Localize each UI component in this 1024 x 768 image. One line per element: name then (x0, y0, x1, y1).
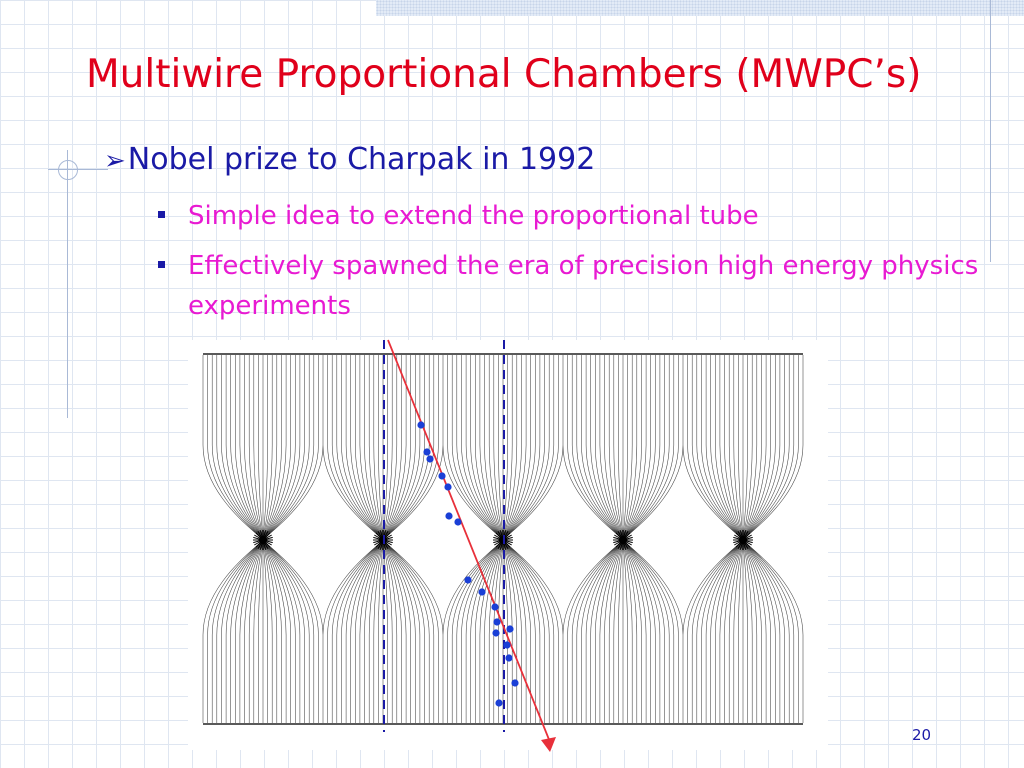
page-number: 20 (912, 726, 932, 744)
hit-dot (444, 483, 452, 491)
hit-dot (445, 512, 453, 520)
anode-wires (253, 530, 753, 550)
main-bullet-text: Nobel prize to Charpak in 1992 (127, 142, 596, 177)
right-decorative-line (990, 0, 991, 262)
particle-track (387, 339, 551, 743)
hit-dot (506, 625, 514, 633)
hit-dot (503, 641, 511, 649)
slide-title: Multiwire Proportional Chambers (MWPC’s) (86, 52, 922, 97)
hit-dot (478, 588, 486, 596)
sub-bullet-1: Simple idea to extend the proportional t… (158, 196, 958, 236)
hit-dot (464, 576, 472, 584)
hit-dot (492, 629, 500, 637)
anode-wire (253, 530, 273, 550)
sub-bullet-2-text: Effectively spawned the era of precision… (188, 251, 979, 321)
anode-wire (733, 530, 753, 550)
arrow-bullet-icon: ➢ (104, 146, 126, 176)
left-decorative-crossbar (48, 169, 108, 170)
square-bullet-icon (158, 211, 165, 218)
hit-dot (438, 472, 446, 480)
hit-dot (426, 455, 434, 463)
hit-dot (491, 603, 499, 611)
sub-bullet-2: Effectively spawned the era of precision… (158, 246, 988, 326)
square-bullet-icon (158, 261, 165, 268)
sub-bullet-1-text: Simple idea to extend the proportional t… (188, 201, 759, 231)
anode-wire (613, 530, 633, 550)
main-bullet: ➢Nobel prize to Charpak in 1992 (104, 142, 595, 177)
hit-dot (511, 679, 519, 687)
field-line-paths (202, 355, 804, 723)
hit-dot (493, 618, 501, 626)
hit-dot (495, 699, 503, 707)
left-decorative-line (67, 150, 68, 418)
decorative-circle (58, 160, 78, 180)
hit-dot (417, 421, 425, 429)
field-lines (202, 355, 804, 723)
ionization-hits (417, 421, 519, 707)
hit-dot (423, 448, 431, 456)
hit-dot (505, 654, 513, 662)
track-arrowhead-icon (541, 737, 556, 752)
hit-dot (454, 518, 462, 526)
header-band (376, 0, 1024, 16)
